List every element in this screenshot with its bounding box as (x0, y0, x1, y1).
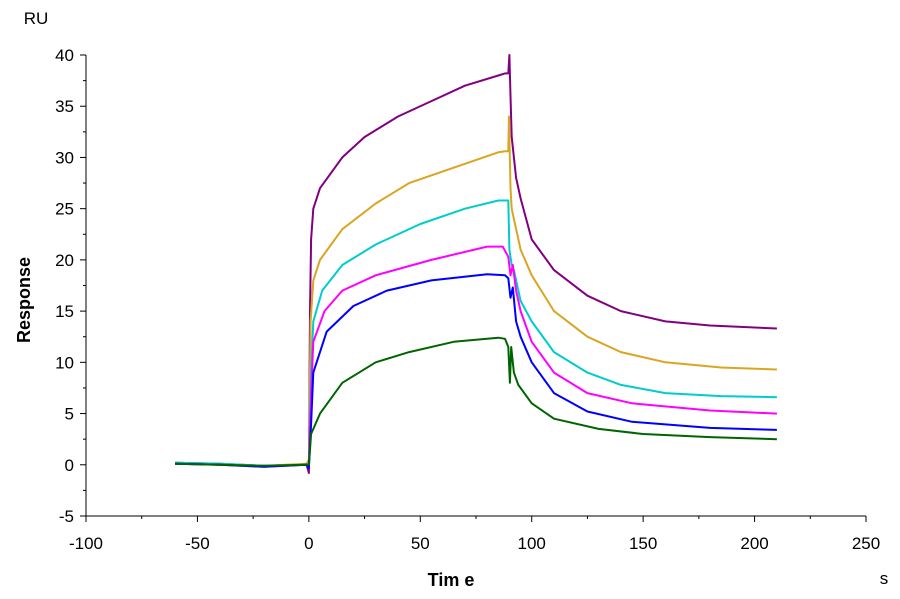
y-tick-label: 10 (55, 353, 74, 372)
y-tick-label: -5 (59, 507, 74, 526)
y-tick-label: 0 (65, 456, 74, 475)
x-tick-label: -100 (69, 534, 103, 553)
x-tick-label: 100 (518, 534, 546, 553)
series-line-2 (175, 115, 777, 467)
y-tick-label: 15 (55, 302, 74, 321)
y-tick-label: 35 (55, 97, 74, 116)
x-tick-label: 0 (304, 534, 313, 553)
series-line-4 (175, 245, 777, 468)
y-tick-label: 5 (65, 405, 74, 424)
series-line-5 (175, 273, 777, 469)
series-line-1 (175, 54, 777, 474)
y-tick-label: 25 (55, 200, 74, 219)
x-tick-label: 250 (852, 534, 880, 553)
y-tick-label: 40 (55, 46, 74, 65)
x-unit-label: s (880, 569, 889, 588)
y-unit-label: RU (24, 9, 49, 28)
series-line-6 (175, 336, 777, 467)
x-tick-label: 50 (411, 534, 430, 553)
x-axis-label: Tim e (428, 570, 475, 590)
y-tick-label: 30 (55, 148, 74, 167)
x-tick-label: -50 (185, 534, 210, 553)
plot-lines (175, 54, 777, 474)
x-tick-label: 150 (629, 534, 657, 553)
y-tick-label: 20 (55, 251, 74, 270)
x-tick-label: 200 (740, 534, 768, 553)
axes (85, 55, 866, 517)
y-axis-label: Response (14, 257, 34, 343)
